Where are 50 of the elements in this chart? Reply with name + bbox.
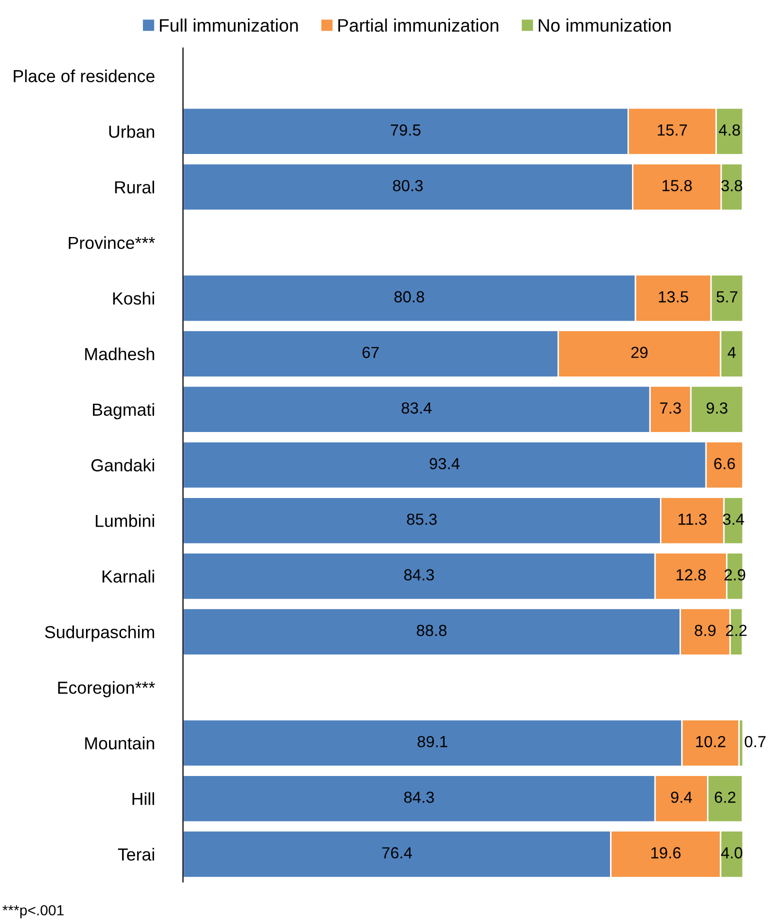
data-label: 84.3 — [404, 792, 434, 803]
y-tick-label: Ecoregion*** — [58, 681, 155, 698]
data-label: 85.3 — [406, 514, 437, 525]
y-tick-label: Lumbini — [96, 514, 154, 528]
data-label: 4.8 — [718, 124, 740, 136]
data-label: 15.8 — [662, 180, 692, 192]
y-tick-label: Bagmati — [92, 403, 154, 420]
data-label: 4.0 — [721, 847, 742, 858]
y-tick-label: Sudurpaschim — [45, 626, 154, 642]
data-label: 12.8 — [676, 569, 706, 580]
data-label: 13.5 — [658, 291, 688, 302]
data-label: 80.3 — [392, 180, 423, 192]
data-label: 88.8 — [416, 624, 446, 636]
data-label: 6.2 — [714, 792, 736, 803]
data-label: 80.8 — [394, 291, 424, 302]
data-label: 7.3 — [660, 402, 681, 414]
data-label: 83.4 — [402, 402, 432, 414]
y-tick-label: Place of residence — [14, 70, 154, 82]
data-label: 10.2 — [696, 736, 726, 748]
data-label: 8.9 — [694, 624, 716, 636]
data-label: 9.4 — [671, 792, 692, 803]
data-label: 67 — [362, 346, 379, 358]
y-tick-label: Terai — [118, 848, 154, 861]
data-label: 0.7 — [744, 736, 766, 748]
y-tick-label: Rural — [115, 180, 154, 194]
y-tick-label: Province*** — [68, 236, 155, 250]
y-tick-label: Hill — [132, 792, 154, 805]
text: ***p<.001 — [2, 905, 64, 918]
legend-label: No immunization — [538, 18, 671, 32]
data-label: 11.3 — [678, 514, 707, 525]
y-tick-label: Gandaki — [91, 458, 154, 472]
data-label: 15.7 — [658, 124, 687, 136]
data-label: 19.6 — [651, 847, 681, 858]
y-tick-label: Madhesh — [85, 348, 154, 360]
y-tick-label: Mountain — [85, 736, 154, 750]
data-label: 5.7 — [716, 291, 738, 302]
data-label: 6.6 — [714, 458, 735, 470]
data-label: 76.4 — [382, 847, 412, 858]
data-label: 4 — [728, 346, 736, 358]
data-label: 29 — [631, 346, 648, 358]
data-label: 9.3 — [706, 402, 728, 414]
y-tick-label: Urban — [109, 125, 154, 138]
data-label: 89.1 — [418, 736, 448, 748]
data-label: 79.5 — [390, 124, 420, 136]
y-tick-label: Koshi — [113, 292, 154, 305]
legend-label: Full immunization — [160, 18, 298, 32]
legend-label: Partial immunization — [338, 18, 498, 32]
y-tick-label: Karnali — [102, 570, 154, 583]
data-label: 93.4 — [430, 458, 460, 470]
data-label: 84.3 — [404, 569, 434, 580]
